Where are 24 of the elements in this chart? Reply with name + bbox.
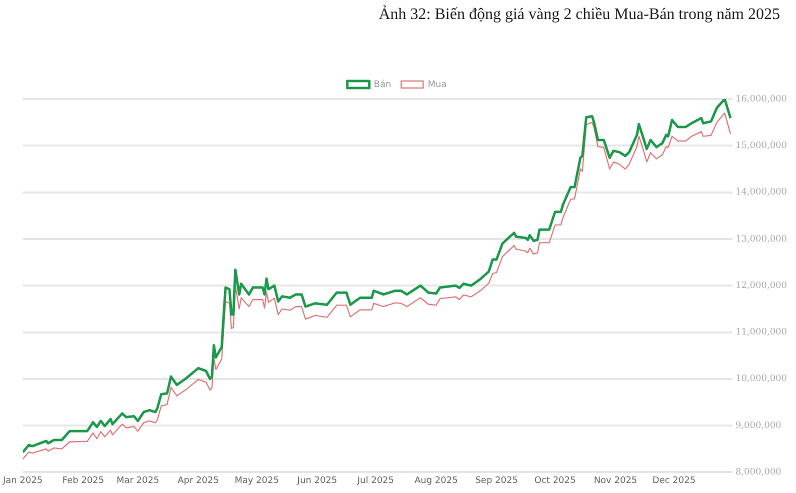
x-tick-label: Dec 2025 xyxy=(652,476,696,486)
y-tick-label: 9,000,000 xyxy=(735,420,782,431)
x-tick-label: Feb 2025 xyxy=(62,476,104,486)
x-tick-label: Jan 2025 xyxy=(2,476,43,486)
y-tick-label: 11,000,000 xyxy=(735,328,788,338)
x-tick-label: Jul 2025 xyxy=(356,476,394,486)
y-tick-label: 13,000,000 xyxy=(735,234,788,244)
x-tick-label: Nov 2025 xyxy=(594,476,638,486)
y-tick-label: 14,000,000 xyxy=(735,188,788,198)
x-tick-label: Apr 2025 xyxy=(178,476,219,486)
x-tick-label: May 2025 xyxy=(234,476,279,486)
y-tick-label: 15,000,000 xyxy=(735,140,788,151)
chart-title: Ảnh 32: Biến động giá vàng 2 chiều Mua-Bán trong năm 2025 xyxy=(378,4,781,25)
y-tick-label: 12,000,000 xyxy=(735,280,788,291)
y-tick-label: 16,000,000 xyxy=(735,94,788,104)
x-tick-label: Sep 2025 xyxy=(475,476,518,486)
legend-label: Mua xyxy=(428,80,447,90)
x-tick-label: Aug 2025 xyxy=(414,476,458,486)
x-tick-label: Jun 2025 xyxy=(296,476,338,486)
legend-label: Bán xyxy=(374,78,392,90)
y-tick-label: 8,000,000 xyxy=(735,468,782,478)
y-tick-label: 10,000,000 xyxy=(735,374,788,384)
x-tick-label: Oct 2025 xyxy=(534,476,576,486)
x-tick-label: Mar 2025 xyxy=(116,476,160,486)
